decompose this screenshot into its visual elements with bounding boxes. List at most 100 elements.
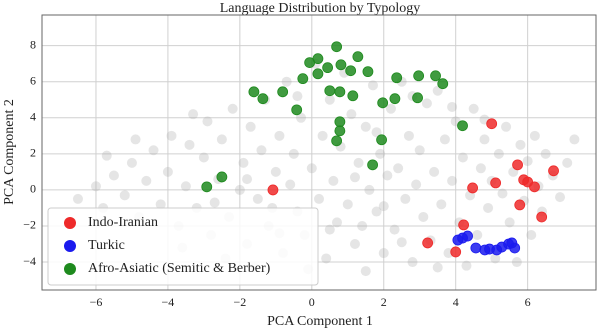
background-point xyxy=(281,76,292,87)
legend-label: Turkic xyxy=(88,238,125,253)
point xyxy=(257,93,269,105)
x-tick-label: 2 xyxy=(381,295,387,309)
background-point xyxy=(238,157,249,168)
background-point xyxy=(375,148,386,159)
background-point xyxy=(234,184,245,195)
point xyxy=(536,211,548,223)
background-point xyxy=(242,174,253,185)
point xyxy=(362,66,374,78)
background-point xyxy=(569,134,580,145)
background-point xyxy=(555,192,566,203)
point xyxy=(335,59,347,71)
x-tick-label: 4 xyxy=(453,295,459,309)
background-point xyxy=(227,103,238,114)
background-point xyxy=(396,237,407,248)
background-point xyxy=(252,193,263,204)
point xyxy=(467,182,479,194)
background-point xyxy=(90,181,101,192)
plot-frame xyxy=(41,14,597,291)
x-axis-label: PCA Component 1 xyxy=(267,314,373,329)
background-point xyxy=(483,202,494,213)
y-tick-label: 0 xyxy=(30,182,36,196)
background-point xyxy=(346,109,357,120)
legend-label: Afro-Asiatic (Semitic & Berber) xyxy=(88,261,271,276)
background-point xyxy=(324,94,335,105)
background-point xyxy=(461,260,472,271)
point xyxy=(412,92,423,104)
background-point xyxy=(385,103,396,114)
point xyxy=(377,97,389,109)
background-point xyxy=(292,91,303,102)
background-point xyxy=(166,130,177,141)
background-point xyxy=(180,181,191,192)
background-point xyxy=(429,166,440,177)
point xyxy=(470,242,482,254)
background-point xyxy=(447,175,458,186)
legend-marker xyxy=(64,263,76,275)
background-point xyxy=(288,148,299,159)
background-point xyxy=(378,248,389,259)
x-tick-label: −2 xyxy=(233,295,246,309)
point xyxy=(334,125,346,137)
background-point xyxy=(526,230,537,240)
y-axis-label: PCA Component 2 xyxy=(2,99,17,205)
background-point xyxy=(400,193,411,204)
point xyxy=(486,118,498,130)
point xyxy=(437,78,449,90)
background-point xyxy=(371,127,382,138)
x-tick-label: 6 xyxy=(525,295,531,309)
point xyxy=(352,51,364,63)
background-point xyxy=(436,199,447,210)
point xyxy=(331,41,343,53)
background-point xyxy=(353,157,364,168)
background-point xyxy=(540,148,551,159)
point xyxy=(367,159,379,171)
background-point xyxy=(360,121,371,132)
background-point xyxy=(324,224,335,235)
background-point xyxy=(432,262,443,273)
background-point xyxy=(403,130,414,141)
point xyxy=(391,72,403,84)
point xyxy=(291,104,303,116)
x-tick-label: −6 xyxy=(90,295,103,309)
background-point xyxy=(493,148,504,159)
background-point xyxy=(119,190,130,201)
background-point xyxy=(378,201,389,212)
background-point xyxy=(155,199,166,210)
background-point xyxy=(274,130,285,141)
x-tick-label: −4 xyxy=(162,295,175,309)
background-point xyxy=(421,98,432,109)
background-point xyxy=(321,253,332,264)
background-point xyxy=(389,224,400,235)
background-point xyxy=(511,257,522,268)
background-point xyxy=(349,239,360,250)
point xyxy=(322,62,334,74)
background-point xyxy=(130,134,141,145)
background-point xyxy=(141,175,152,186)
background-point xyxy=(529,130,540,141)
point xyxy=(458,219,470,231)
background-point xyxy=(270,166,281,177)
background-point xyxy=(522,156,533,167)
point xyxy=(267,184,279,196)
background-point xyxy=(411,179,422,190)
background-point xyxy=(342,199,353,210)
legend-box xyxy=(47,207,319,286)
point xyxy=(201,181,213,193)
background-point xyxy=(349,172,360,183)
background-point xyxy=(148,145,159,156)
background-point xyxy=(198,152,209,163)
point xyxy=(422,237,434,249)
point xyxy=(450,246,462,258)
background-point xyxy=(184,139,195,150)
background-point xyxy=(245,121,256,132)
point xyxy=(389,93,401,105)
background-point xyxy=(393,163,404,174)
background-point xyxy=(188,109,199,120)
point xyxy=(312,68,324,80)
point xyxy=(277,86,289,98)
background-point xyxy=(126,157,137,168)
point xyxy=(548,165,559,177)
background-point xyxy=(457,152,468,163)
point xyxy=(529,181,540,193)
